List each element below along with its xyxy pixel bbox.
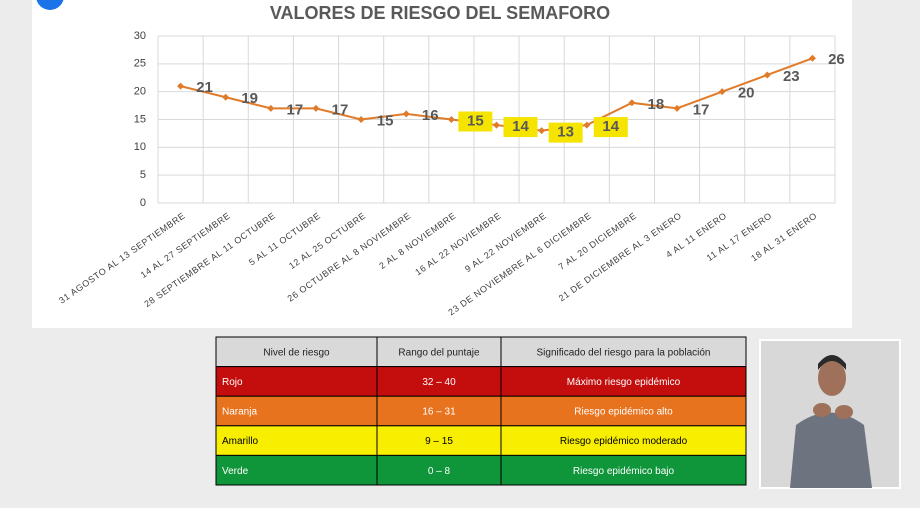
table-cell xyxy=(500,336,747,368)
data-label: 23 xyxy=(783,68,800,85)
data-label: 26 xyxy=(828,51,845,68)
cell-text: Amarillo xyxy=(222,436,259,447)
y-tick-label: 20 xyxy=(134,86,146,98)
table-cell xyxy=(376,425,502,456)
point xyxy=(357,116,365,123)
label-box xyxy=(503,117,538,138)
data-label: 14 xyxy=(602,118,619,135)
cell-text: 16 – 31 xyxy=(422,407,456,418)
point xyxy=(628,99,636,107)
y-tick-label: 15 xyxy=(134,113,146,125)
label-box xyxy=(548,122,583,143)
person-body xyxy=(790,412,872,488)
point xyxy=(673,104,681,112)
cell-text: Riesgo epidémico alto xyxy=(574,407,673,418)
point xyxy=(538,127,546,135)
point xyxy=(312,104,320,112)
point xyxy=(808,54,816,62)
table-cell xyxy=(500,395,747,427)
person-hair xyxy=(818,355,846,370)
point xyxy=(763,71,771,79)
data-label: 13 xyxy=(557,124,574,141)
table-cell xyxy=(215,336,378,368)
y-tick-label: 10 xyxy=(134,141,146,153)
y-tick-label: 30 xyxy=(134,30,146,42)
table-cell xyxy=(376,366,502,397)
cell-text: Verde xyxy=(222,466,249,477)
y-tick-label: 5 xyxy=(140,169,146,181)
data-label: 17 xyxy=(286,101,303,118)
label-box xyxy=(593,117,628,138)
cell-text: Rango del puntaje xyxy=(398,347,480,358)
data-label: 20 xyxy=(738,85,755,102)
point xyxy=(718,88,726,96)
data-label: 14 xyxy=(512,118,529,135)
point xyxy=(177,82,185,90)
cell-text: Máximo riesgo epidémico xyxy=(567,377,681,388)
point xyxy=(447,116,455,123)
cell-text: Rojo xyxy=(222,377,243,388)
cell-text: 32 – 40 xyxy=(422,377,456,388)
cell-text: Naranja xyxy=(222,407,257,418)
cell-text: 9 – 15 xyxy=(425,436,453,447)
table-cell xyxy=(376,454,502,486)
person-hand xyxy=(813,403,831,417)
point xyxy=(583,121,591,129)
data-label: 21 xyxy=(196,79,213,96)
point xyxy=(402,110,410,118)
table-cell xyxy=(376,336,502,368)
cell-text: Riesgo epidémico bajo xyxy=(573,466,675,477)
chart-title: VALORES DE RIESGO DEL SEMAFORO xyxy=(270,3,610,23)
point xyxy=(222,93,230,101)
data-label: 17 xyxy=(332,101,349,118)
cell-text: Significado del riesgo para la población xyxy=(536,347,710,358)
table-cell xyxy=(215,454,378,486)
cell-text: Riesgo epidémico moderado xyxy=(560,436,688,447)
table-cell xyxy=(376,395,502,427)
person-hand xyxy=(835,405,853,419)
point xyxy=(493,121,500,129)
data-label: 18 xyxy=(648,96,665,113)
table-cell xyxy=(500,425,747,456)
table-cell xyxy=(215,425,378,456)
cell-text: 0 – 8 xyxy=(428,466,451,477)
y-tick-label: 0 xyxy=(140,197,146,209)
cell-text: Nivel de riesgo xyxy=(263,347,330,358)
data-label: 19 xyxy=(241,90,258,107)
data-label: 16 xyxy=(422,107,439,124)
table-cell xyxy=(500,454,747,486)
corner-icon xyxy=(36,0,64,10)
video-inset xyxy=(759,339,901,489)
label-box xyxy=(458,111,493,132)
y-tick-label: 25 xyxy=(134,58,146,70)
chart-panel xyxy=(32,0,852,328)
data-label: 17 xyxy=(693,101,710,118)
person-head xyxy=(818,360,846,396)
data-label: 15 xyxy=(377,112,394,129)
data-label: 15 xyxy=(467,112,484,129)
point xyxy=(267,104,275,112)
